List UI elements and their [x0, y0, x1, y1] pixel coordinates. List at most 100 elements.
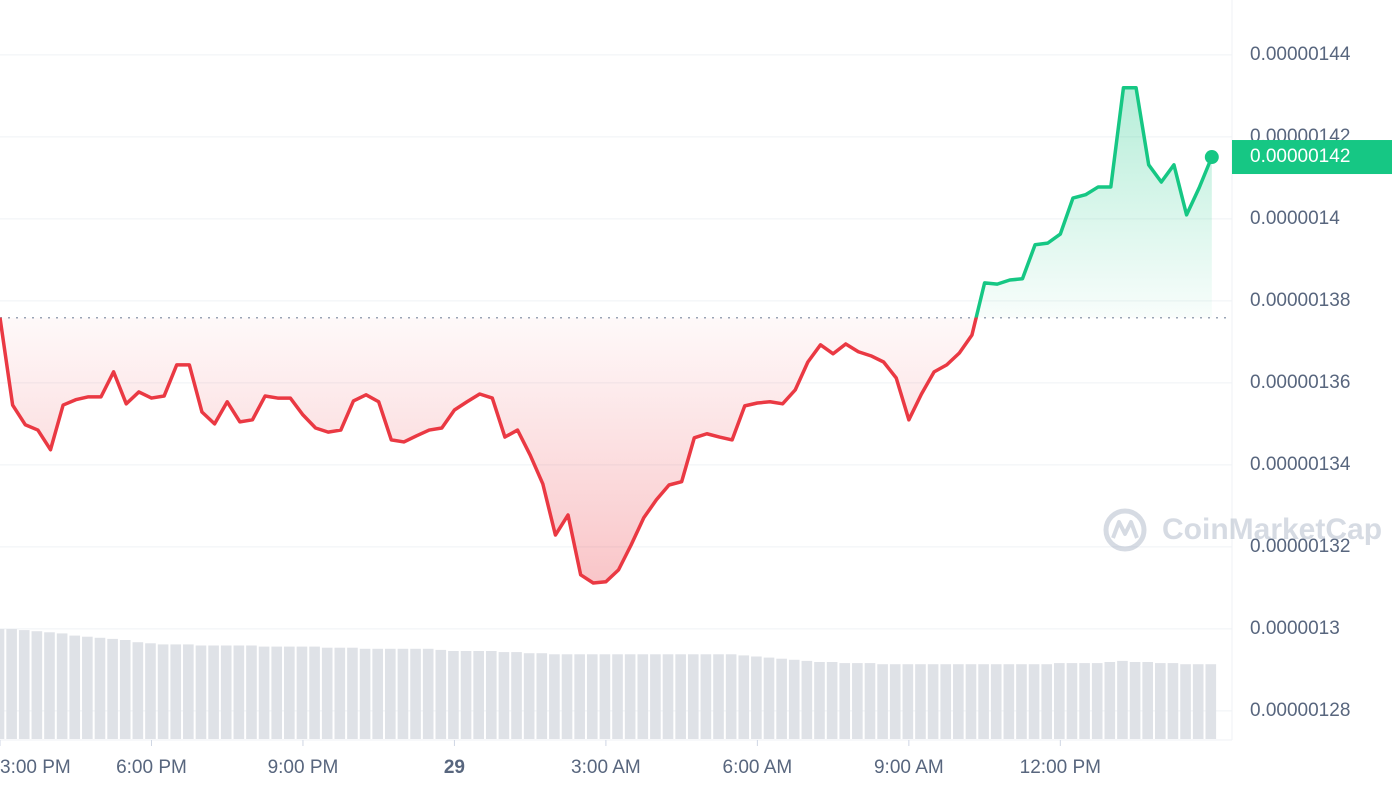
volume-bar [637, 654, 649, 739]
volume-bar [990, 664, 1002, 739]
volume-bar [246, 645, 257, 739]
x-tick-label: 3:00 PM [0, 757, 71, 778]
y-tick-label: 0.00000128 [1250, 700, 1350, 721]
volume-bar [56, 633, 68, 739]
volume-bar [69, 635, 81, 739]
volume-bar [309, 646, 320, 739]
volume-bar [751, 656, 762, 739]
volume-bar [1079, 663, 1090, 739]
volume-bar [385, 648, 396, 739]
volume-bar [1066, 663, 1078, 739]
x-tick-label: 29 [444, 757, 465, 778]
price-line [0, 85, 1214, 585]
volume-bar [511, 652, 522, 739]
volume-bar [1041, 664, 1053, 739]
volume-bar [258, 646, 270, 739]
volume-bar [271, 646, 283, 739]
volume-bar [347, 647, 358, 739]
volume-bar [1205, 664, 1217, 739]
volume-bar [1155, 663, 1166, 739]
watermark-text: CoinMarketCap [1162, 513, 1382, 546]
volume-bar [372, 648, 383, 739]
volume-bar [498, 652, 510, 739]
x-tick-label: 6:00 PM [116, 757, 187, 778]
volume-bar [826, 662, 838, 739]
current-price-box [1232, 140, 1392, 175]
volume-bar [1192, 664, 1204, 739]
volume-bar [788, 659, 800, 739]
volume-bar [233, 645, 245, 739]
volume-bar [814, 662, 825, 739]
volume-bar [1016, 664, 1027, 739]
volume-bar [561, 654, 573, 739]
volume-bar [6, 629, 17, 739]
volume-bar [94, 637, 106, 739]
volume-bar [586, 654, 598, 739]
y-tick-label: 0.00000132 [1250, 536, 1350, 557]
volume-bar [1091, 663, 1103, 739]
volume-bar [422, 648, 434, 739]
x-tick-label: 9:00 AM [874, 757, 944, 778]
volume-bar [1028, 664, 1040, 739]
volume-bar [776, 658, 787, 739]
volume-bar [119, 640, 131, 739]
volume-bar [650, 654, 661, 739]
volume-bar [284, 646, 295, 739]
volume-bar [183, 644, 194, 739]
volume-bar [132, 642, 144, 739]
volume-bar [107, 638, 118, 739]
volume-bar [321, 647, 333, 739]
volume-bar [877, 664, 888, 739]
volume-bar [927, 664, 939, 739]
volume-bar [1180, 664, 1191, 739]
volume-bar [953, 664, 964, 739]
volume-bar [435, 649, 447, 739]
volume-bar [18, 630, 30, 739]
volume-bar [44, 632, 55, 739]
x-tick-label: 3:00 AM [571, 757, 641, 778]
volume-bar [334, 647, 346, 739]
volume-bar [31, 631, 43, 739]
volume-bar [170, 644, 182, 739]
volume-bar [852, 663, 863, 739]
volume-bar [536, 653, 548, 739]
volume-bar [220, 645, 232, 739]
volume-bar [801, 660, 813, 739]
volume-bar [713, 654, 724, 739]
area-fill [0, 87, 1212, 583]
y-tick-label: 0.00000144 [1250, 44, 1351, 65]
volume-bar [738, 655, 750, 739]
volume-bar [889, 664, 901, 739]
volume-bar [460, 651, 472, 739]
volume-bar [448, 651, 459, 739]
watermark: CoinMarketCap [1103, 508, 1382, 552]
volume-bar [687, 654, 699, 739]
volume-bar [157, 644, 169, 739]
volume-bar [195, 645, 207, 739]
volume-bar [624, 654, 636, 739]
y-tick-label: 0.00000136 [1250, 372, 1350, 393]
volume-bar [1117, 660, 1128, 739]
volume-bar [145, 643, 156, 739]
volume-bar [915, 664, 926, 739]
current-dot [1204, 150, 1219, 165]
volume-bar [1104, 662, 1116, 739]
volume-bar [574, 654, 585, 739]
volume-bar [675, 654, 686, 739]
volume-bar [208, 645, 219, 739]
volume-bar [978, 664, 989, 739]
volume-bar [612, 654, 623, 739]
volume-bar [599, 654, 611, 739]
volume-bar [1003, 664, 1015, 739]
volume-bar [700, 654, 712, 739]
x-tick-label: 6:00 AM [723, 757, 793, 778]
volume-bar [523, 653, 535, 739]
volume-bar [1142, 662, 1153, 739]
volume-bar [549, 654, 560, 739]
volume-bar [82, 636, 93, 739]
volume-bar [864, 663, 876, 739]
volume-bar [763, 657, 775, 739]
volume-bar [1054, 663, 1065, 739]
y-tick-label: 0.00000134 [1250, 454, 1351, 475]
